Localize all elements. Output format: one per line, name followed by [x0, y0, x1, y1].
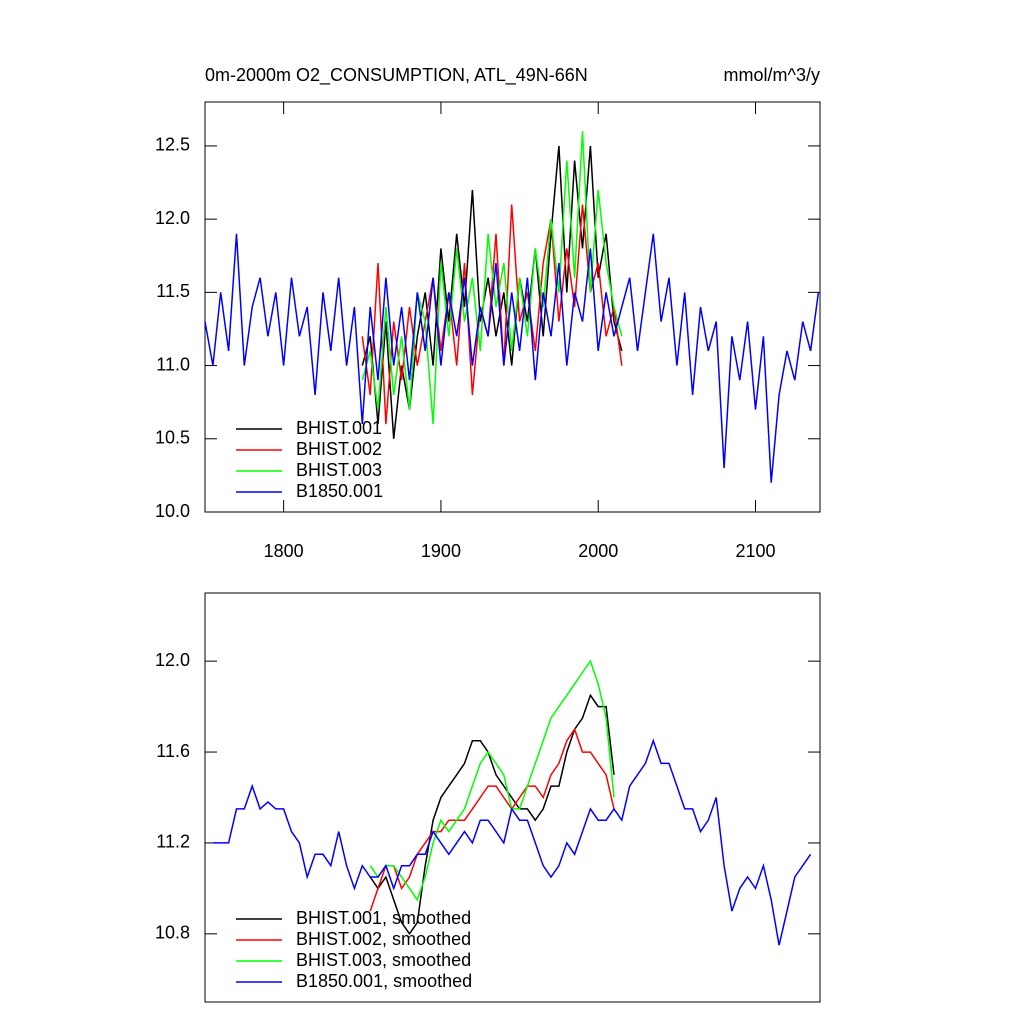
units-label: mmol/m^3/y	[724, 65, 820, 85]
series-line	[369, 693, 615, 936]
y-tick-label: 11.0	[156, 354, 190, 374]
y-tick-label: 10.0	[155, 501, 190, 521]
y-tick-label: 12.5	[155, 135, 190, 155]
legend-label: BHIST.002	[296, 439, 382, 459]
legend-label: B1850.001	[296, 481, 383, 501]
series-line	[361, 131, 623, 425]
series-line	[212, 738, 812, 946]
chart-title: 0m-2000m O2_CONSUMPTION, ATL_49N-66N	[205, 65, 588, 86]
y-tick-label: 12.0	[155, 208, 190, 228]
series-line	[369, 659, 615, 902]
x-tick-label: 1900	[421, 541, 461, 561]
y-tick-label: 11.2	[156, 832, 190, 852]
series-line	[204, 233, 820, 483]
y-tick-label: 11.5	[156, 281, 190, 301]
legend-label: BHIST.001, smoothed	[296, 908, 471, 928]
legend-label: B1850.001, smoothed	[296, 971, 472, 991]
legend-label: BHIST.001	[296, 418, 382, 438]
x-tick-label: 2100	[735, 541, 775, 561]
y-tick-label: 10.8	[155, 923, 190, 943]
legend-label: BHIST.003	[296, 460, 382, 480]
series-line	[369, 727, 615, 912]
legend-label: BHIST.003, smoothed	[296, 950, 471, 970]
x-tick-label: 1800	[264, 541, 304, 561]
plot-frame	[204, 101, 821, 513]
legend-label: BHIST.002, smoothed	[296, 929, 471, 949]
y-tick-label: 12.0	[155, 650, 190, 670]
y-tick-label: 11.6	[156, 741, 190, 761]
y-tick-label: 10.5	[155, 428, 190, 448]
plot-frame	[204, 592, 821, 1003]
x-tick-label: 2000	[578, 541, 618, 561]
